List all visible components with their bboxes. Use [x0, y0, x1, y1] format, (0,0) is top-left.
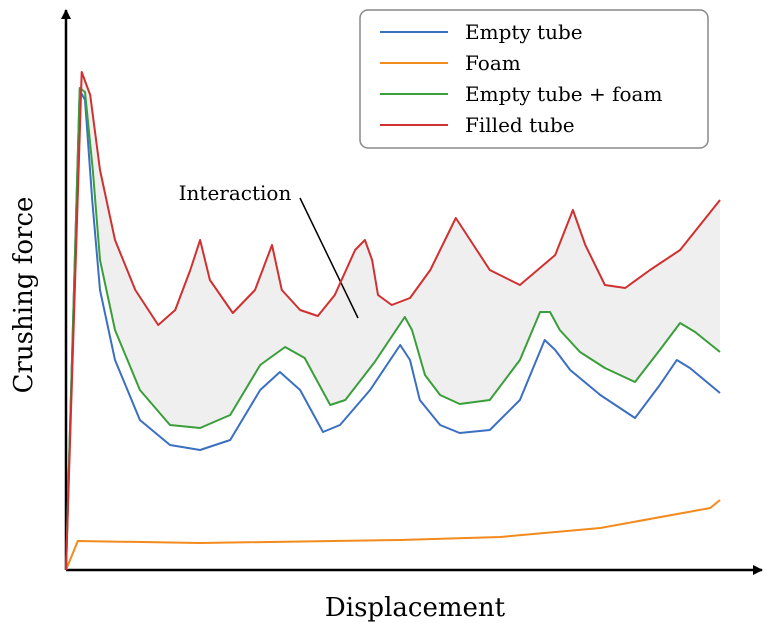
legend-label: Empty tube — [465, 20, 583, 44]
legend-box — [359, 9, 709, 149]
legend-label: Empty tube + foam — [465, 82, 662, 106]
series-line — [65, 89, 721, 571]
series-line — [65, 499, 721, 571]
legend-label: Foam — [465, 51, 521, 75]
y-axis-label: Crushing force — [9, 197, 39, 394]
annotation-leader — [299, 197, 359, 319]
annotation: Interaction — [179, 181, 292, 205]
series-line — [65, 87, 721, 571]
interaction-area — [79, 72, 720, 428]
series-line — [65, 71, 721, 571]
x-axis-label: Displacement — [325, 593, 506, 623]
legend-label: Filled tube — [465, 113, 575, 137]
